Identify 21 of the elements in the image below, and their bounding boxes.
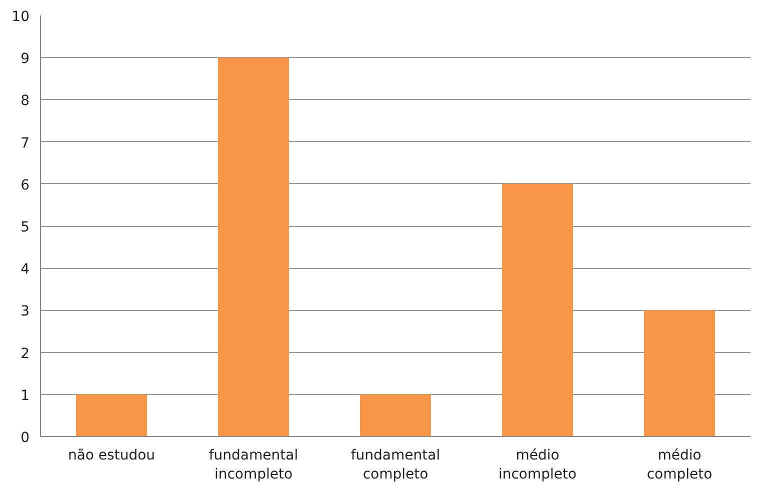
- y-tick-label: 7: [20, 135, 30, 152]
- bar: [502, 184, 573, 436]
- y-tick-label: 3: [20, 304, 30, 320]
- y-tick-label: 0: [20, 430, 30, 446]
- y-tick-label: 5: [20, 220, 30, 236]
- bar: [360, 394, 431, 436]
- bar: [218, 58, 289, 436]
- x-tick-label: médio completo: [646, 448, 712, 483]
- y-tick-label: 9: [20, 51, 30, 68]
- x-tick-label: não estudou: [68, 448, 156, 464]
- y-tick-label: 1: [20, 388, 30, 404]
- y-tick-label: 4: [20, 262, 30, 278]
- bar: [76, 394, 147, 436]
- y-tick-label: 10: [12, 9, 30, 25]
- x-tick-label: médio incompleto: [498, 448, 577, 483]
- y-tick-label: 8: [20, 93, 30, 110]
- y-tick-label: 6: [20, 177, 30, 194]
- bar: [644, 310, 715, 436]
- y-tick-label: 2: [20, 346, 30, 362]
- x-tick-label: fundamental incompleto: [208, 448, 298, 483]
- x-tick-label: fundamental completo: [350, 448, 440, 483]
